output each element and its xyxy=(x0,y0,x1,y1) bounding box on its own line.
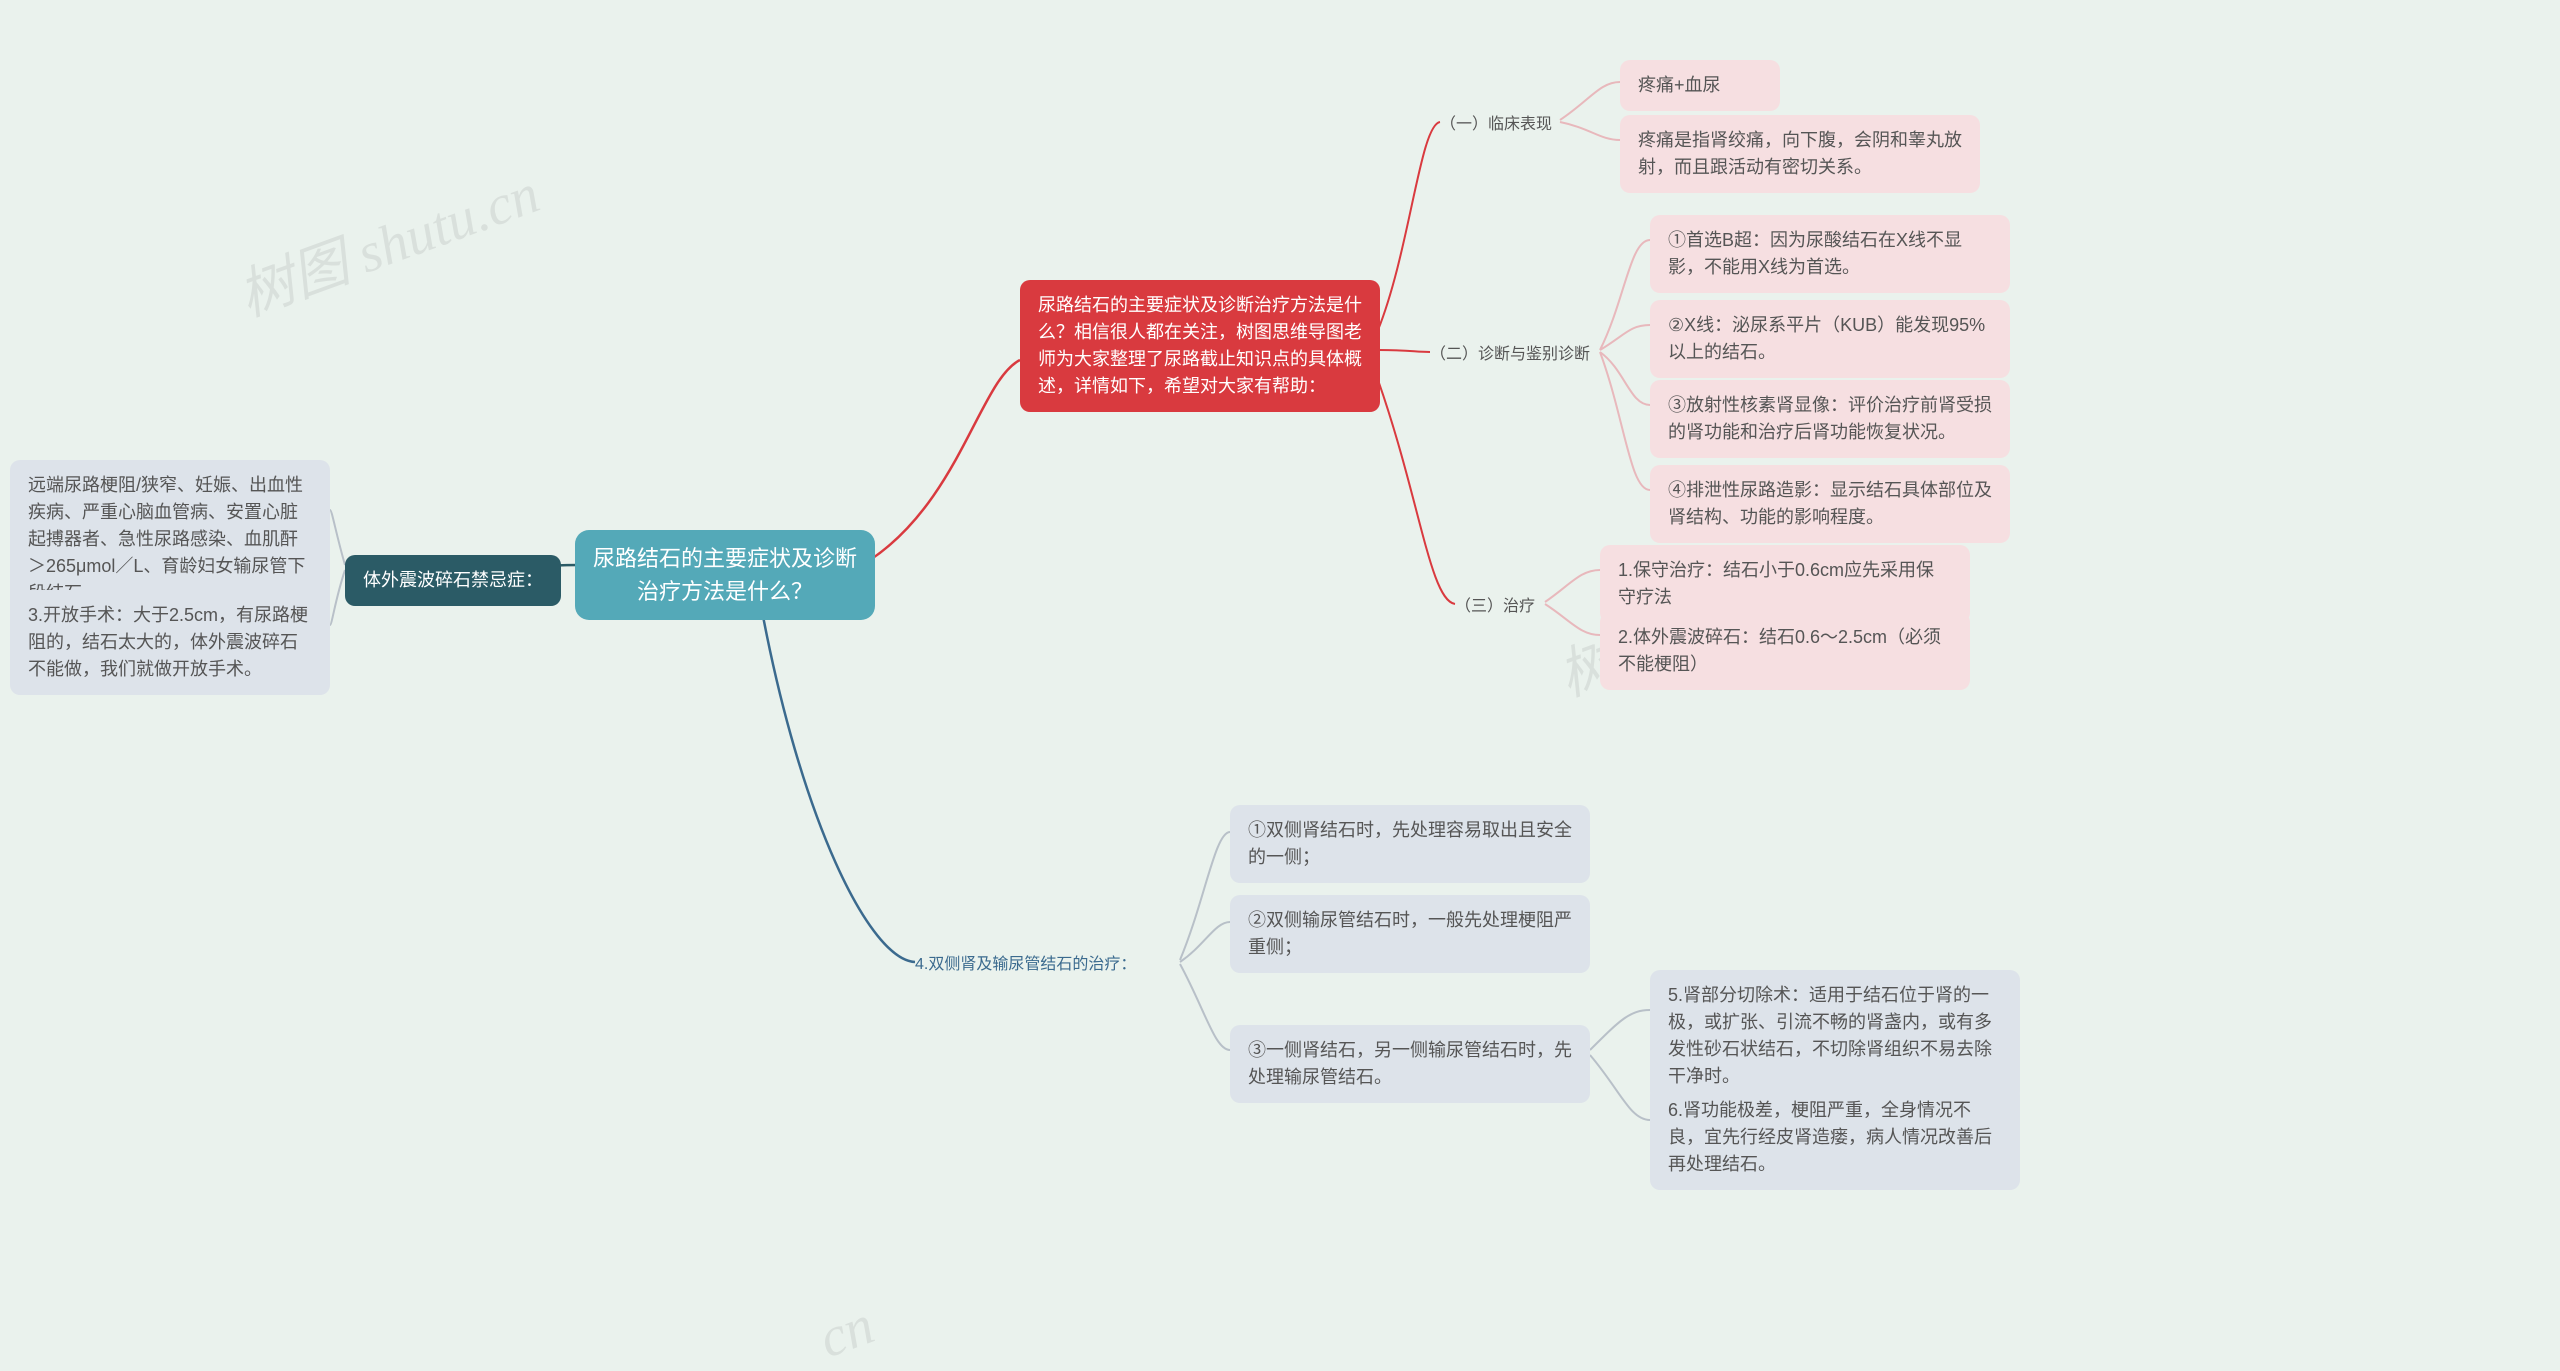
bilateral-label: 4.双侧肾及输尿管结石的治疗： xyxy=(915,950,1136,974)
section-2-label: （二）诊断与鉴别诊断 xyxy=(1430,340,1590,364)
intro-node[interactable]: 尿路结石的主要症状及诊断治疗方法是什么？相信很人都在关注，树图思维导图老师为大家… xyxy=(1020,280,1380,412)
section-2-leaf[interactable]: ①首选B超：因为尿酸结石在X线不显影，不能用X线为首选。 xyxy=(1650,215,2010,293)
section-1-leaf[interactable]: 疼痛+血尿 xyxy=(1620,60,1780,111)
section-2-leaf[interactable]: ④排泄性尿路造影：显示结石具体部位及肾结构、功能的影响程度。 xyxy=(1650,465,2010,543)
section-1-leaf[interactable]: 疼痛是指肾绞痛，向下腹，会阴和睾丸放射，而且跟活动有密切关系。 xyxy=(1620,115,1980,193)
bilateral-leaf[interactable]: ③一侧肾结石，另一侧输尿管结石时，先处理输尿管结石。 xyxy=(1230,1025,1590,1103)
watermark: cn xyxy=(811,1293,883,1371)
contra-node[interactable]: 体外震波碎石禁忌症： xyxy=(345,555,561,606)
section-2-leaf[interactable]: ③放射性核素肾显像：评价治疗前肾受损的肾功能和治疗后肾功能恢复状况。 xyxy=(1650,380,2010,458)
section-3-label: （三）治疗 xyxy=(1455,592,1535,616)
bilateral-sub-leaf[interactable]: 5.肾部分切除术：适用于结石位于肾的一极，或扩张、引流不畅的肾盏内，或有多发性砂… xyxy=(1650,970,2020,1102)
bilateral-sub-leaf[interactable]: 6.肾功能极差，梗阻严重，全身情况不良，宜先行经皮肾造瘘，病人情况改善后再处理结… xyxy=(1650,1085,2020,1190)
bilateral-leaf[interactable]: ①双侧肾结石时，先处理容易取出且安全的一侧； xyxy=(1230,805,1590,883)
section-3-leaf[interactable]: 2.体外震波碎石：结石0.6～2.5cm（必须不能梗阻） xyxy=(1600,612,1970,690)
section-1-label: （一）临床表现 xyxy=(1440,110,1552,134)
watermark: 树图 shutu.cn xyxy=(226,149,549,333)
contra-leaf[interactable]: 3.开放手术：大于2.5cm，有尿路梗阻的，结石太大的，体外震波碎石不能做，我们… xyxy=(10,590,330,695)
bilateral-leaf[interactable]: ②双侧输尿管结石时，一般先处理梗阻严重侧； xyxy=(1230,895,1590,973)
section-2-leaf[interactable]: ②X线：泌尿系平片（KUB）能发现95%以上的结石。 xyxy=(1650,300,2010,378)
connector-layer xyxy=(0,0,2560,1358)
root-node[interactable]: 尿路结石的主要症状及诊断治疗方法是什么？ xyxy=(575,530,875,620)
